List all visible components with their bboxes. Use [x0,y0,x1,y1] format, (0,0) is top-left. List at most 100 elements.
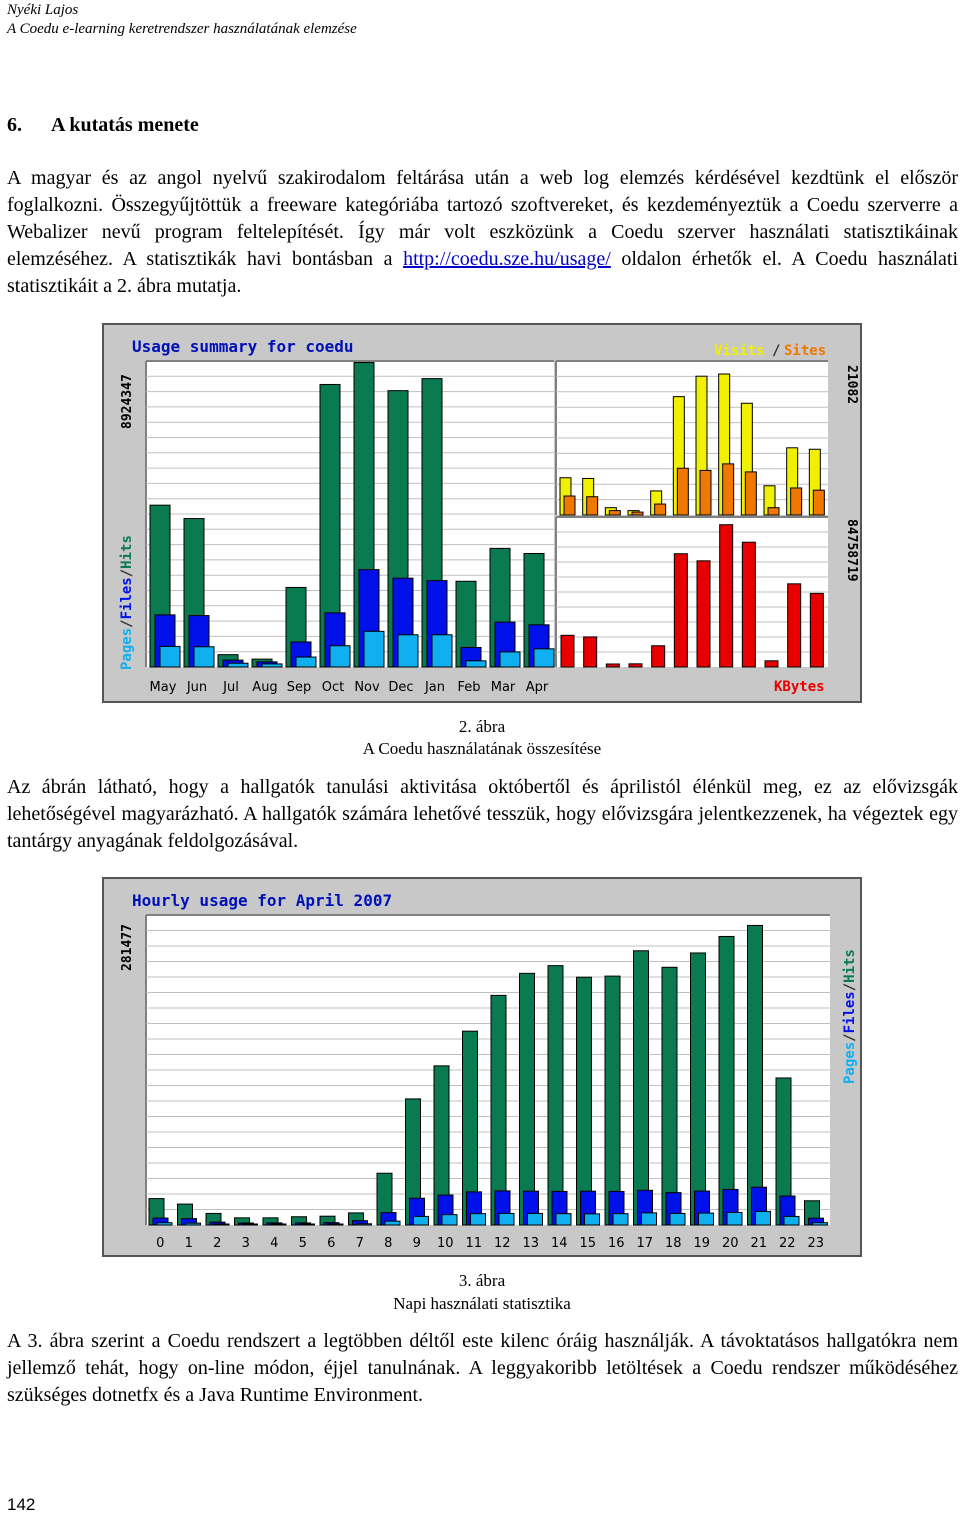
paragraph-hourly: A 3. ábra szerint a Coedu rendszert a le… [7,1330,958,1406]
section-title: A kutatás menete [51,114,199,136]
hourly-pages-bar [470,1213,486,1226]
month-tick-label: Dec [388,680,413,695]
kbytes-bar [741,541,756,668]
sites-bar [608,510,621,516]
pages-bar [363,630,385,668]
hourly-hits-bar [661,966,678,1226]
hour-tick-label: 12 [494,1236,511,1251]
hour-tick-label: 0 [156,1236,164,1251]
hourly-pages-bar [812,1222,828,1226]
month-tick-label: Jul [222,680,239,695]
sites-bar [676,467,689,516]
hour-tick-label: 4 [270,1236,278,1251]
hour-tick-label: 5 [299,1236,307,1251]
sites-legend: Sites [784,343,826,359]
kbytes-bar [560,634,575,668]
left-legend: Pages/Files/Hits [119,535,135,670]
paragraph-intro: A magyar és az angol nyelvű szakirodalom… [7,165,958,300]
sites-bar [790,487,803,516]
pages-bar [329,645,351,668]
hourly-hits-bar [576,976,592,1226]
sites-bar [563,495,576,516]
hourly-usage-chart: Hourly usage for April 2007 281477 Pages/F… [102,877,862,1257]
hourly-hits-bar [604,975,621,1226]
month-tick-label: Mar [491,680,516,695]
kbytes-bar [809,592,824,668]
month-tick-label: Aug [252,680,277,695]
hourly-pages-bar [498,1212,515,1226]
hourly-pages-bar [698,1212,714,1226]
section-number: 6. [7,114,22,136]
hourly-hits-bar [519,972,535,1226]
hourly-pages-bar [185,1222,201,1226]
kbytes-bar [719,524,734,668]
hourly-hits-bar [547,965,564,1226]
left-legend-item: / [119,569,135,577]
usage-link[interactable]: http://coedu.sze.hu/usage/ [403,248,611,270]
hour-tick-label: 8 [384,1236,392,1251]
usage-summary-chart: Usage summary for coedu Visits / Sites 89243… [102,323,862,703]
chart2-title: Hourly usage for April 2007 [132,891,392,910]
hourly-pages-bar [641,1212,657,1226]
hourly-legend-item: Hits [842,949,858,983]
hour-tick-label: 16 [608,1236,625,1251]
kbytes-bar [605,663,620,668]
kbytes-bar [696,560,711,668]
hourly-pages-bar [555,1213,572,1226]
month-tick-label: Sep [287,680,312,695]
month-tick-label: Apr [526,680,549,695]
hourly-pages-bar [755,1210,771,1226]
hourly-pages-bar [612,1213,629,1226]
sites-bar [812,489,825,516]
pages-bar [261,663,283,668]
hour-tick-label: 13 [522,1236,539,1251]
figure3-caption: Napi használati statisztika [393,1294,571,1313]
hour-tick-label: 3 [242,1236,250,1251]
hour-tick-label: 20 [722,1236,739,1251]
hourly-ymax-label: 281477 [120,924,135,971]
hour-tick-label: 21 [750,1236,767,1251]
hourly-pages-bar [669,1212,686,1226]
paragraph-activity: Az ábrán látható, hogy a hallgatók tanul… [7,776,958,852]
hourly-pages-bar [299,1223,315,1226]
pages-bar [193,646,215,668]
pages-bar [465,660,487,668]
hourly-pages-bar [384,1220,401,1226]
kbytes-bar [787,583,802,668]
kbytes-bar [673,553,688,668]
left-legend-item: Hits [119,535,135,569]
kbytes-bar [651,645,666,668]
hourly-legend-item: Files [842,991,858,1033]
hourly-legend-item: / [842,1033,858,1041]
hourly-legend-item: / [842,983,858,991]
sites-bar [722,463,735,516]
left-ymax-label: 8924347 [120,374,135,429]
hourly-pages-bar [213,1223,230,1226]
pages-bar [499,651,521,668]
hour-tick-label: 18 [665,1236,682,1251]
hourly-pages-bar [527,1212,543,1226]
hour-tick-label: 22 [779,1236,796,1251]
page-number: 142 [7,1495,36,1514]
left-legend-item: Pages [119,628,135,670]
header-author: Nyéki Lajos [7,2,79,18]
pages-bar [159,645,181,668]
hourly-usage-svg: Hourly usage for April 2007281477Pages/F… [104,879,860,1255]
sites-bar [586,496,599,516]
hourly-pages-bar [584,1213,600,1226]
hour-tick-label: 15 [579,1236,596,1251]
hourly-hits-bar [718,935,735,1226]
pages-bar [533,648,555,668]
paragraph-intro-text-end: oldalon érhetők el. A Coedu használati s… [7,248,959,297]
hourly-hits-bar [690,952,706,1226]
section-heading: 6. A kutatás menete [7,114,199,137]
sites-bar [744,471,757,516]
left-legend-item: / [119,619,135,627]
hourly-pages-bar [242,1223,258,1226]
pages-bar [295,656,317,668]
sites-bar [654,503,667,516]
hour-tick-label: 10 [437,1236,454,1251]
hourly-pages-bar [413,1215,429,1226]
right-top-ymax-label: 21082 [844,365,859,404]
hour-tick-label: 1 [185,1236,193,1251]
